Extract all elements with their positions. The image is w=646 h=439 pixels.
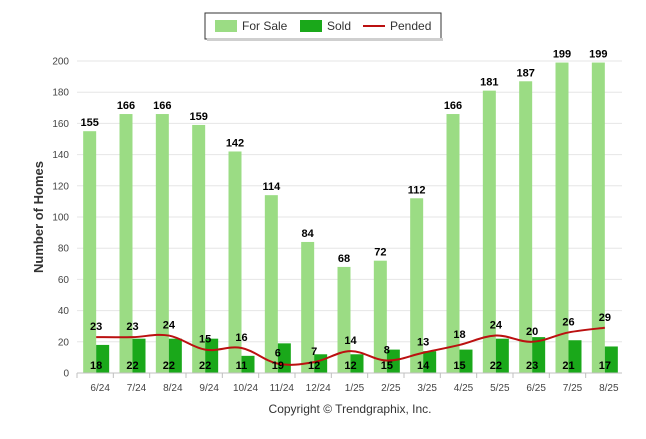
label-pended: 23 (90, 321, 102, 333)
label-sold: 22 (199, 360, 211, 372)
bar-for-sale (592, 63, 605, 373)
label-sold: 15 (381, 360, 393, 372)
x-tick-label: 6/24 (90, 383, 110, 394)
label-for-sale: 72 (374, 247, 386, 259)
label-for-sale: 155 (80, 117, 98, 129)
legend-label-sold: Sold (327, 19, 351, 33)
label-for-sale: 159 (189, 111, 207, 123)
x-tick-label: 3/25 (417, 383, 437, 394)
x-tick-label: 4/25 (454, 383, 474, 394)
label-for-sale: 84 (302, 228, 315, 240)
label-sold: 22 (163, 360, 175, 372)
legend-swatch-sold (300, 20, 322, 32)
y-tick-label: 100 (52, 213, 69, 224)
bar-for-sale (338, 267, 351, 373)
y-tick-label: 120 (52, 181, 69, 192)
y-tick-label: 180 (52, 88, 69, 99)
label-pended: 16 (235, 332, 247, 344)
label-sold: 22 (126, 360, 138, 372)
label-pended: 23 (126, 321, 138, 333)
y-tick-label: 80 (58, 244, 70, 255)
label-for-sale: 142 (226, 137, 244, 149)
label-pended: 20 (526, 326, 538, 338)
label-sold: 22 (490, 360, 502, 372)
label-pended: 7 (311, 346, 317, 358)
y-axis-title: Number of Homes (31, 161, 46, 273)
y-axis: 0 20 40 60 80 100 120 140 160 180 200 (52, 57, 69, 380)
label-pended: 24 (490, 320, 503, 332)
label-pended: 6 (275, 348, 281, 360)
label-for-sale: 187 (516, 67, 534, 79)
label-sold: 15 (453, 360, 465, 372)
label-sold: 18 (90, 360, 102, 372)
x-axis: 6/24 7/24 8/24 9/24 10/24 11/24 12/24 1/25 2/25 3… (77, 373, 622, 394)
x-tick-label: 6/25 (526, 383, 546, 394)
legend-swatch-for-sale (215, 20, 237, 32)
x-tick-label: 7/24 (127, 383, 147, 394)
y-tick-label: 140 (52, 150, 69, 161)
label-sold: 21 (562, 360, 574, 372)
label-pended: 8 (384, 345, 390, 357)
x-tick-label: 9/24 (199, 383, 219, 394)
x-tick-label: 10/24 (233, 383, 258, 394)
legend: For Sale Sold Pended (205, 13, 443, 41)
x-tick-label: 8/24 (163, 383, 183, 394)
label-pended: 29 (599, 312, 611, 324)
y-tick-label: 0 (63, 369, 69, 380)
label-sold: 17 (599, 360, 611, 372)
label-pended: 15 (199, 334, 211, 346)
x-tick-label: 5/25 (490, 383, 510, 394)
legend-label-pended: Pended (390, 19, 431, 33)
label-for-sale: 181 (480, 77, 498, 89)
label-sold: 12 (344, 360, 356, 372)
label-for-sale: 68 (338, 253, 350, 265)
label-for-sale: 199 (553, 49, 571, 61)
x-tick-label: 1/25 (345, 383, 365, 394)
x-tick-label: 2/25 (381, 383, 401, 394)
label-for-sale: 166 (117, 100, 135, 112)
y-tick-label: 60 (58, 275, 70, 286)
y-tick-label: 40 (58, 306, 70, 317)
y-tick-label: 160 (52, 119, 69, 130)
label-sold: 11 (236, 360, 248, 372)
y-tick-label: 200 (52, 57, 69, 68)
label-for-sale: 112 (408, 184, 426, 196)
legend-shadow (207, 38, 443, 41)
copyright-credit: Copyright © Trendgraphix, Inc. (269, 402, 432, 416)
label-sold: 23 (526, 360, 538, 372)
bar-for-sale (83, 131, 96, 373)
label-pended: 13 (417, 337, 429, 349)
x-tick-label: 7/25 (563, 383, 583, 394)
legend-label-for-sale: For Sale (242, 19, 288, 33)
x-tick-label: 12/24 (306, 383, 331, 394)
label-pended: 24 (163, 320, 176, 332)
label-for-sale: 166 (444, 100, 462, 112)
label-sold: 19 (272, 360, 284, 372)
x-tick-label: 8/25 (599, 383, 619, 394)
label-for-sale: 114 (262, 181, 281, 193)
bar-for-sale (120, 114, 133, 373)
label-sold: 12 (308, 360, 320, 372)
x-tick-label: 11/24 (270, 383, 295, 394)
label-pended: 14 (344, 335, 357, 347)
label-sold: 14 (417, 360, 430, 372)
label-pended: 26 (562, 316, 574, 328)
y-tick-label: 20 (58, 337, 70, 348)
label-for-sale: 199 (589, 49, 607, 61)
label-pended: 18 (453, 329, 465, 341)
bar-for-sale (265, 195, 278, 373)
label-for-sale: 166 (153, 100, 171, 112)
